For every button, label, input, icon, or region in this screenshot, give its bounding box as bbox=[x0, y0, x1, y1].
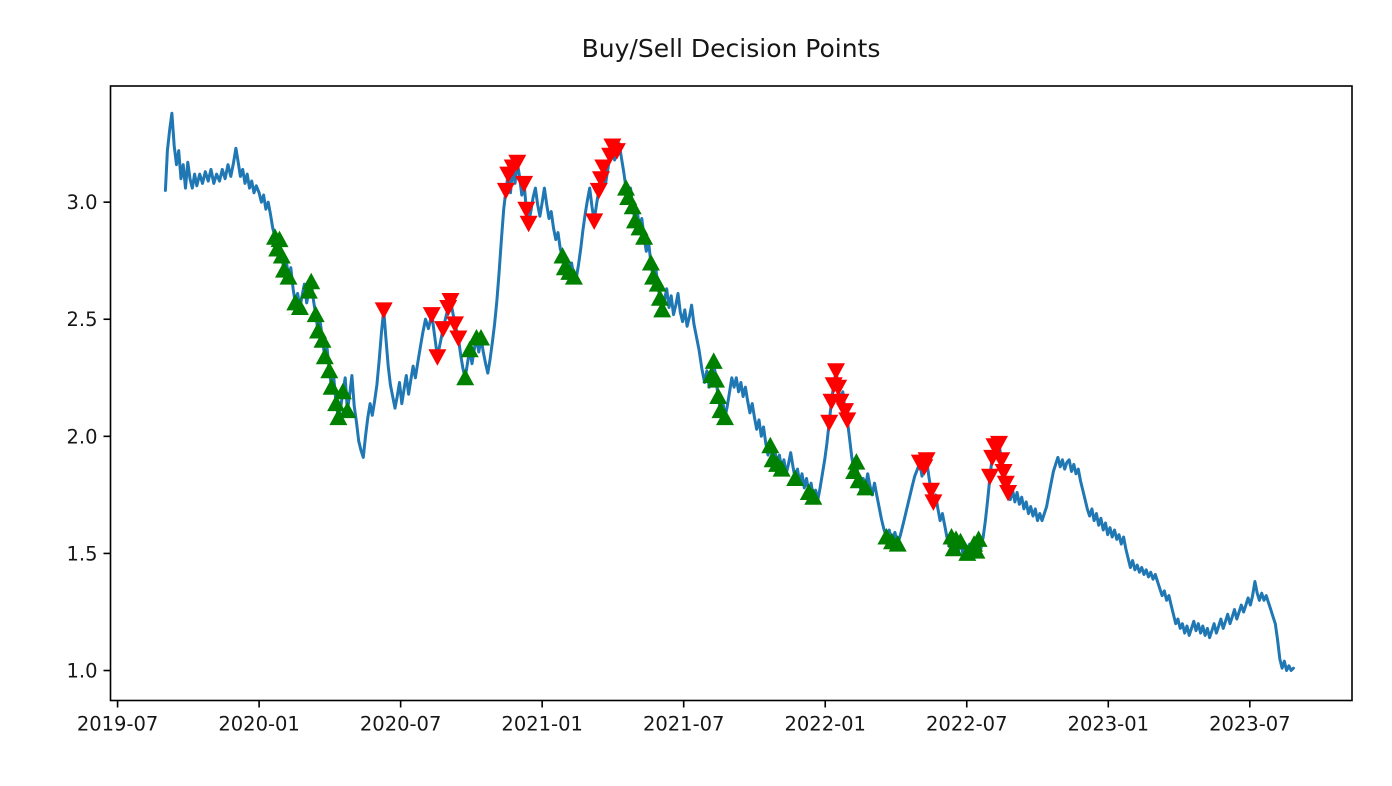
x-axis-tick-label: 2022-01 bbox=[784, 713, 865, 736]
y-axis-tick-label: 2.5 bbox=[66, 308, 97, 331]
x-axis-tick-label: 2021-07 bbox=[643, 713, 724, 736]
y-axis-tick-label: 1.5 bbox=[66, 542, 97, 565]
x-axis-tick-label: 2021-01 bbox=[501, 713, 582, 736]
price-line bbox=[163, 111, 1295, 672]
plot-border bbox=[109, 85, 1353, 702]
x-axis-tick-label: 2022-07 bbox=[926, 713, 1007, 736]
x-axis-tick-label: 2023-07 bbox=[1209, 713, 1290, 736]
y-axis-tick-label: 1.0 bbox=[66, 660, 97, 683]
plot-area: 2019-07 2020-01 2020-07 2021-01 2021-07 2022-… bbox=[66, 85, 1353, 736]
y-axis-tick-label: 2.0 bbox=[66, 425, 97, 448]
x-axis-tick-label: 2020-01 bbox=[218, 713, 299, 736]
y-axis-tick-label: 3.0 bbox=[66, 191, 97, 214]
x-axis-tick-label: 2023-01 bbox=[1068, 713, 1149, 736]
x-axis-tick-label: 2019-07 bbox=[77, 713, 158, 736]
x-axis-tick-label: 2020-07 bbox=[360, 713, 441, 736]
chart-title: Buy/Sell Decision Points bbox=[582, 34, 881, 63]
